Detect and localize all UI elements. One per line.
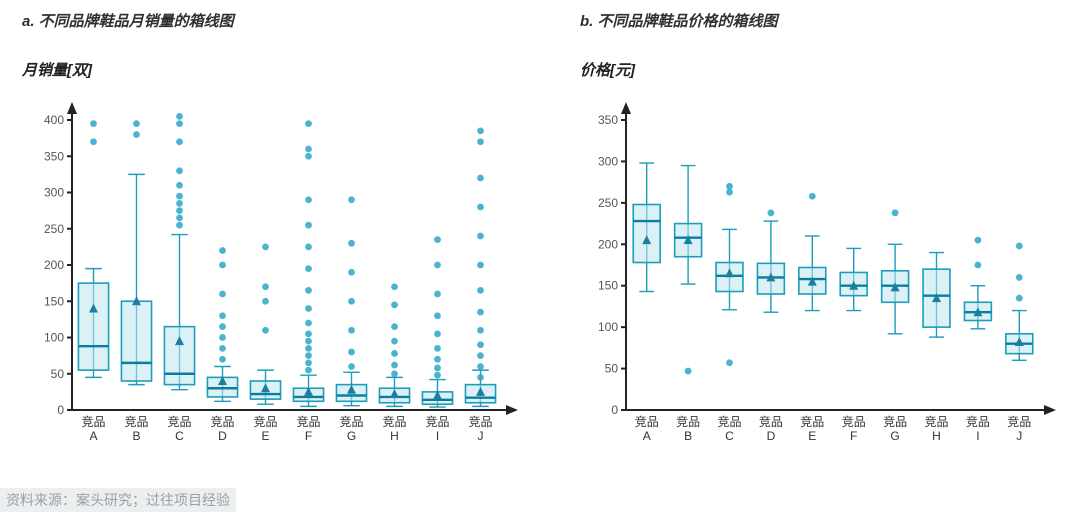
svg-text:B: B [132,429,140,443]
svg-text:F: F [850,429,857,443]
svg-text:竞品: 竞品 [1007,415,1031,429]
svg-text:E: E [261,429,269,443]
svg-text:100: 100 [598,320,618,334]
svg-text:竞品: 竞品 [966,415,990,429]
svg-text:100: 100 [44,331,64,345]
panel-a-ytitle: 月销量[双] [22,59,542,80]
svg-text:50: 50 [605,362,619,376]
svg-text:竞品: 竞品 [382,415,406,429]
svg-text:竞品: 竞品 [339,415,363,429]
panel-b-chart: 050100150200250300350竞品A竞品B竞品C竞品D竞品E竞品F竞… [580,98,1060,458]
svg-text:竞品: 竞品 [425,415,449,429]
svg-text:0: 0 [611,403,618,417]
svg-text:竞品: 竞品 [924,415,948,429]
svg-text:竞品: 竞品 [167,415,191,429]
svg-text:0: 0 [57,403,64,417]
svg-text:竞品: 竞品 [759,415,783,429]
svg-text:A: A [89,429,97,443]
svg-text:200: 200 [44,258,64,272]
svg-text:C: C [725,429,734,443]
svg-text:竞品: 竞品 [800,415,824,429]
svg-text:D: D [767,429,776,443]
svg-text:D: D [218,429,227,443]
svg-text:竞品: 竞品 [676,415,700,429]
svg-text:A: A [643,429,651,443]
svg-text:竞品: 竞品 [296,415,320,429]
svg-text:竞品: 竞品 [81,415,105,429]
svg-text:J: J [478,429,484,443]
panel-b-title: b. 不同品牌鞋品价格的箱线图 [580,10,1070,31]
panel-a: a. 不同品牌鞋品月销量的箱线图 月销量[双] 0501001502002503… [22,10,542,80]
svg-text:竞品: 竞品 [883,415,907,429]
svg-text:竞品: 竞品 [210,415,234,429]
svg-text:50: 50 [51,367,65,381]
panel-a-chart: 050100150200250300350400竞品A竞品B竞品C竞品D竞品E竞… [22,98,522,458]
svg-text:F: F [305,429,312,443]
svg-text:200: 200 [598,237,618,251]
svg-text:竞品: 竞品 [253,415,277,429]
panel-b-ytitle: 价格[元] [580,59,1070,80]
svg-text:150: 150 [44,294,64,308]
svg-text:150: 150 [598,279,618,293]
svg-text:300: 300 [598,154,618,168]
svg-text:竞品: 竞品 [635,415,659,429]
svg-text:竞品: 竞品 [717,415,741,429]
svg-text:350: 350 [598,113,618,127]
svg-text:300: 300 [44,186,64,200]
panel-b: b. 不同品牌鞋品价格的箱线图 价格[元] 050100150200250300… [580,10,1070,80]
svg-text:H: H [932,429,941,443]
svg-text:H: H [390,429,399,443]
svg-text:400: 400 [44,113,64,127]
svg-text:I: I [976,429,979,443]
svg-text:C: C [175,429,184,443]
svg-text:E: E [808,429,816,443]
svg-text:J: J [1016,429,1022,443]
svg-text:250: 250 [598,196,618,210]
svg-text:竞品: 竞品 [124,415,148,429]
svg-text:B: B [684,429,692,443]
panel-a-title: a. 不同品牌鞋品月销量的箱线图 [22,10,542,31]
svg-text:G: G [890,429,899,443]
svg-text:350: 350 [44,149,64,163]
svg-text:竞品: 竞品 [842,415,866,429]
svg-text:250: 250 [44,222,64,236]
svg-text:G: G [347,429,356,443]
svg-text:I: I [436,429,439,443]
svg-text:竞品: 竞品 [468,415,492,429]
source-note: 资料来源：案头研究；过往项目经验 [0,488,236,512]
